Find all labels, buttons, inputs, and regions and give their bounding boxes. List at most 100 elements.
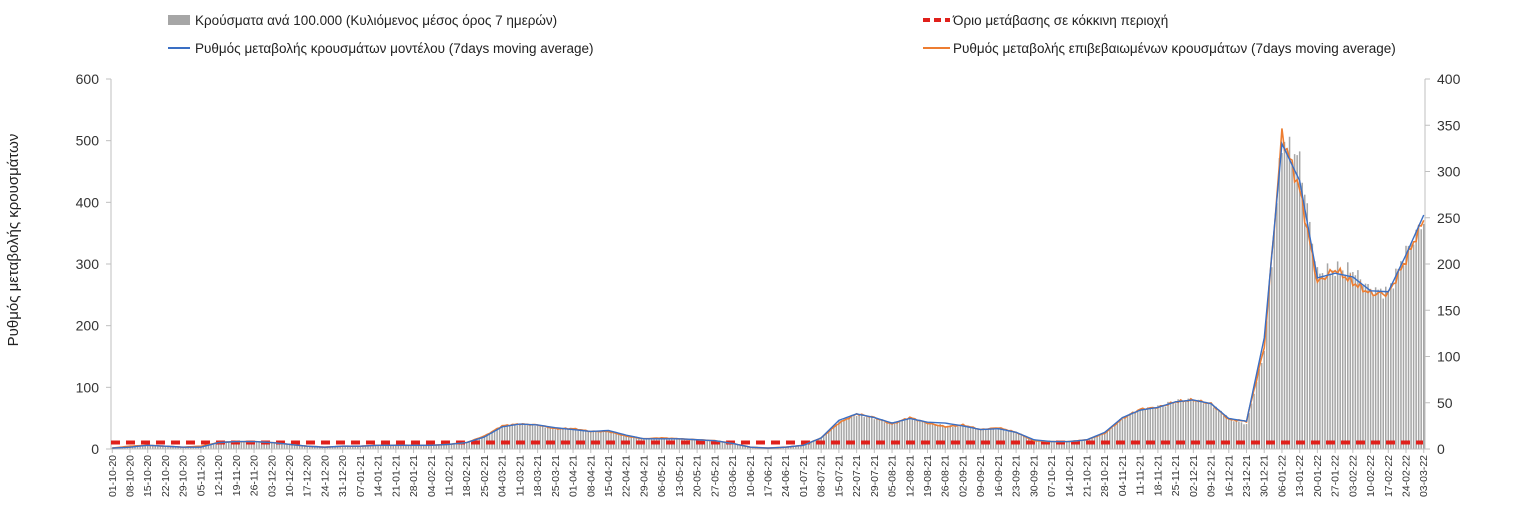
bar — [1357, 270, 1359, 449]
bar — [1126, 415, 1129, 449]
bar — [716, 441, 719, 449]
bar — [630, 436, 633, 449]
bar — [1202, 403, 1205, 449]
bar — [243, 441, 245, 449]
bar — [225, 442, 227, 449]
y-left-tick-label: 0 — [91, 441, 99, 457]
x-tick-label: 04-02-21 — [426, 455, 438, 497]
bar — [957, 426, 959, 449]
x-tick-label: 13-01-22 — [1294, 455, 1306, 497]
bar — [936, 425, 939, 449]
bar — [924, 422, 926, 449]
bar — [746, 446, 749, 449]
bar — [362, 445, 364, 449]
bar — [959, 425, 962, 449]
bar — [584, 430, 587, 449]
bar — [149, 446, 151, 449]
bar — [1205, 401, 1207, 449]
bar — [501, 426, 503, 449]
bar — [303, 445, 306, 449]
x-tick-label: 21-10-21 — [1082, 455, 1094, 497]
bar — [1387, 291, 1390, 449]
bar — [1109, 427, 1111, 449]
bar — [1268, 283, 1271, 449]
x-tick-label: 19-11-20 — [231, 455, 243, 496]
bar — [878, 419, 881, 449]
bar — [1169, 403, 1172, 449]
bar — [1154, 408, 1157, 449]
bar — [891, 422, 893, 449]
x-tick-label: 08-10-20 — [124, 455, 136, 497]
bar — [744, 446, 746, 449]
bar — [336, 446, 339, 449]
bar — [235, 441, 238, 449]
bar — [893, 423, 896, 449]
bar — [579, 429, 582, 449]
bar — [260, 441, 263, 449]
bar — [1149, 407, 1152, 449]
bar — [227, 442, 230, 449]
x-tick-label: 25-03-21 — [550, 455, 562, 497]
x-tick-label: 13-05-21 — [674, 455, 686, 497]
bar — [605, 431, 607, 449]
bar — [334, 446, 336, 449]
bar — [1063, 441, 1065, 449]
bar — [174, 446, 177, 449]
bar — [709, 440, 711, 449]
bar — [1144, 409, 1146, 449]
x-tick-label: 10-12-20 — [284, 455, 296, 497]
bar — [1331, 270, 1334, 449]
x-tick-label: 27-01-22 — [1330, 455, 1342, 497]
bar — [526, 425, 529, 449]
x-tick-label: 07-10-21 — [1046, 455, 1058, 497]
bar — [184, 447, 187, 449]
bar — [1174, 403, 1177, 449]
bar — [610, 431, 612, 449]
bar — [1111, 427, 1114, 449]
bar — [374, 445, 377, 449]
bar — [1139, 408, 1141, 449]
y-left-ticks: 0 100 200 300 400 500 600 — [76, 71, 111, 457]
bar — [1152, 407, 1154, 449]
legend-label-model: Ρυθμός μεταβολής κρουσμάτων μοντέλου (7d… — [195, 41, 594, 56]
x-tick-label: 18-03-21 — [532, 455, 544, 497]
bar — [111, 447, 114, 449]
bar — [245, 441, 248, 449]
bar — [215, 443, 217, 449]
bar — [1319, 273, 1321, 449]
bar — [1359, 279, 1362, 449]
bar — [367, 445, 369, 449]
bar — [914, 420, 916, 449]
bar — [967, 427, 969, 449]
bar — [412, 445, 415, 449]
bar — [293, 444, 296, 449]
bar — [1301, 182, 1303, 449]
bar — [693, 440, 696, 449]
bar — [1306, 203, 1309, 449]
bar — [1071, 441, 1073, 449]
bar — [341, 445, 344, 449]
y-right-tick-label: 250 — [1437, 210, 1461, 226]
bar — [600, 430, 602, 449]
bar — [291, 444, 293, 449]
bar — [139, 446, 141, 449]
bar — [271, 442, 273, 449]
bar — [308, 446, 311, 449]
bar — [1058, 441, 1060, 449]
bar — [1106, 431, 1109, 449]
bar — [415, 445, 417, 449]
bar — [926, 423, 929, 449]
bar — [1210, 402, 1212, 449]
bar — [1195, 400, 1197, 449]
bar — [268, 442, 270, 449]
bar — [567, 428, 569, 449]
bar — [1007, 430, 1010, 449]
bar — [372, 445, 374, 449]
bar — [1372, 296, 1374, 449]
bar — [805, 444, 807, 449]
bar — [230, 442, 233, 449]
bar — [1364, 283, 1367, 449]
bar — [516, 425, 519, 449]
bar — [974, 429, 977, 449]
bar — [534, 425, 536, 449]
